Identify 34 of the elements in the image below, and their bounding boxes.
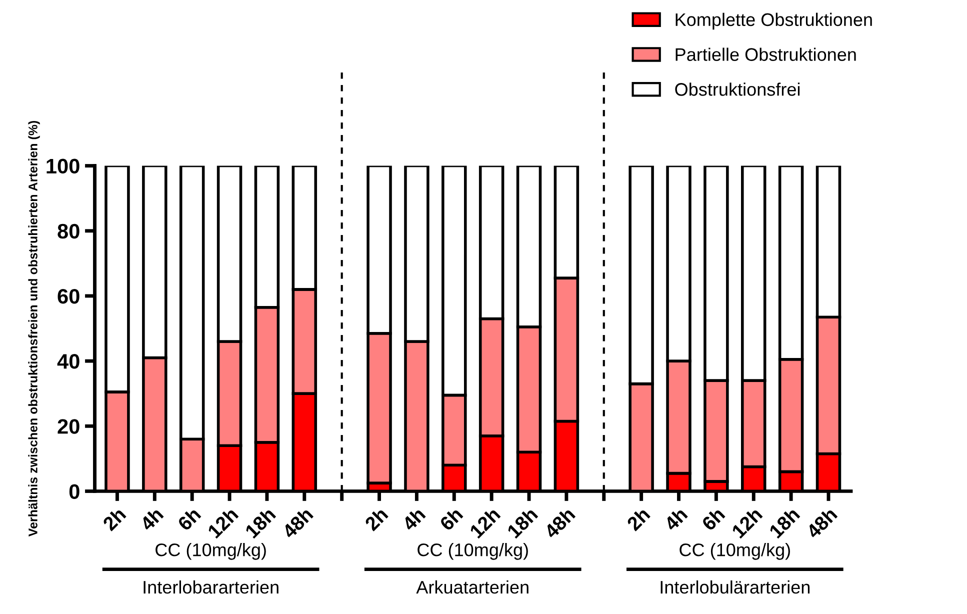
legend-label: Partielle Obstruktionen <box>676 48 856 61</box>
legend-label: Komplette Obstruktionen <box>676 12 872 30</box>
x-tick-label: 4h <box>662 506 688 532</box>
x-tick-label: 4h <box>138 506 164 532</box>
x-tick-label: 18h <box>506 506 538 539</box>
x-tick-label: 18h <box>244 506 276 539</box>
x-tick-label: 12h <box>468 506 501 539</box>
x-tick-label: 48h <box>542 506 576 540</box>
x-tick-label: 4h <box>400 506 426 532</box>
x-tick-label: 12h <box>730 506 763 539</box>
x-tick-label: 2h <box>102 506 126 532</box>
x-tick-label: 48h <box>805 506 838 540</box>
x-tick-label: 18h <box>768 506 800 539</box>
y-tick-label: 80 <box>58 224 80 239</box>
text: Interlobararterien <box>144 580 278 594</box>
x-tick-label: 6h <box>700 506 726 532</box>
text: Interlobulärarterien <box>660 580 810 594</box>
y-tick-label: 60 <box>58 288 80 304</box>
y-tick-label: 0 <box>69 484 80 499</box>
x-tick-label: 2h <box>626 506 650 532</box>
x-tick-label: 6h <box>176 506 202 532</box>
y-tick-label: 40 <box>57 354 80 369</box>
y-tick-label: 100 <box>46 158 80 174</box>
text: CC (10mg/kg) <box>156 542 266 560</box>
x-tick-label: 48h <box>280 506 314 540</box>
y-axis-title: Verhältnis zwischen obstruktionsfreien und obstruhierten Arterien (%) <box>28 120 40 537</box>
text: CC (10mg/kg) <box>418 542 528 560</box>
x-tick-label: 6h <box>438 506 464 532</box>
x-tick-label: 2h <box>364 506 388 532</box>
text: Arkuatarterien <box>416 580 528 594</box>
text: CC (10mg/kg) <box>680 542 790 560</box>
y-tick-label: 20 <box>58 419 80 434</box>
legend-label: Obstruktionsfrei <box>675 82 800 96</box>
x-tick-label: 12h <box>206 506 239 539</box>
